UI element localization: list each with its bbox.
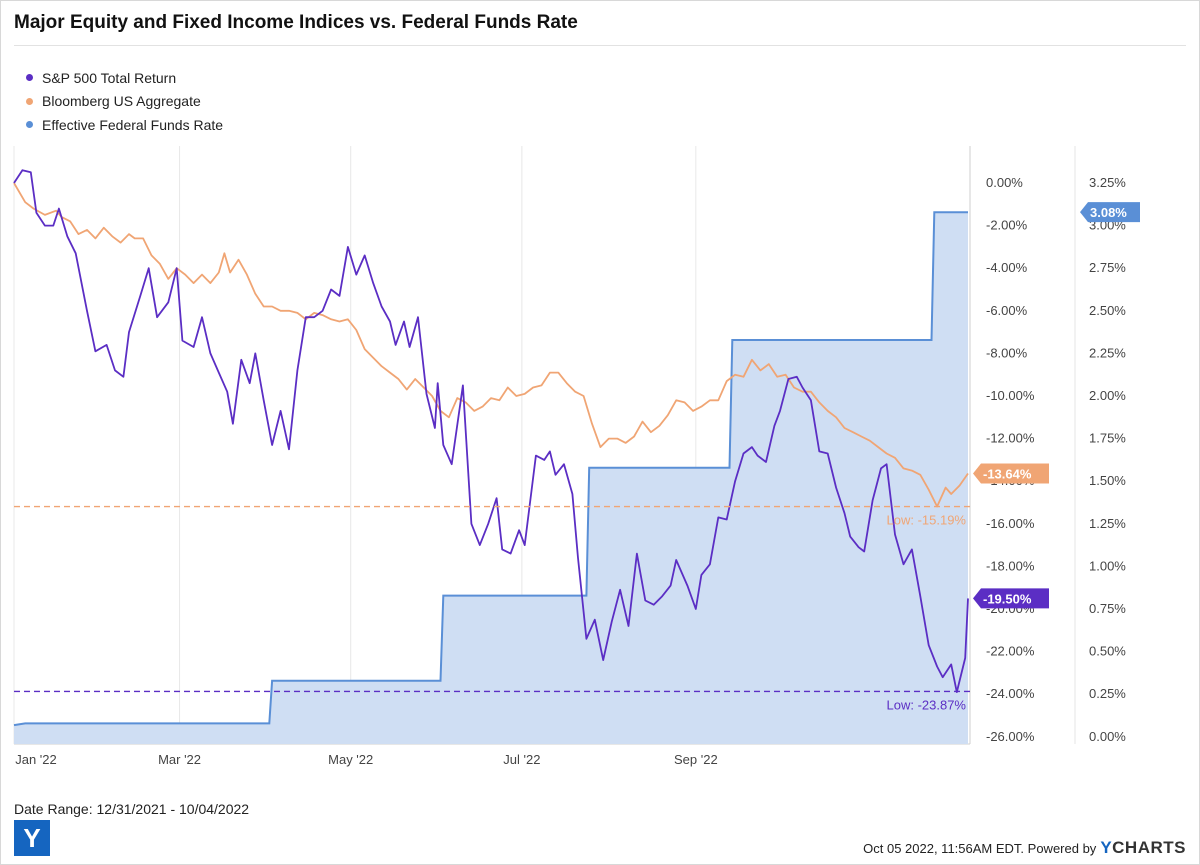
left-tick-label: -10.00% — [986, 388, 1035, 403]
sp500-tag-text: -19.50% — [983, 591, 1032, 606]
series-lines — [13, 169, 969, 727]
left-tick-label: -26.00% — [986, 729, 1035, 744]
fed-funds-tag-text: 3.08% — [1090, 205, 1127, 220]
chart-plot: Low: -15.19% Low: -23.87% 0.00% -2.00% -4.0… — [13, 146, 1140, 767]
legend-item-aggregate[interactable]: Bloomberg US Aggregate — [26, 90, 223, 114]
last-value-tags: -19.50% -13.64% 3.08% — [973, 202, 1140, 609]
footer-powered-by: Powered by — [1027, 841, 1097, 856]
legend-dot-fed-funds-icon — [26, 121, 33, 129]
right-axis: 3.25%3.00%2.75%2.50%2.25%2.00%1.75%1.50%… — [1089, 175, 1126, 744]
date-range: Date Range: 12/31/2021 - 10/04/2022 — [14, 801, 250, 817]
legend: S&P 500 Total Return Bloomberg US Aggreg… — [26, 66, 223, 137]
aggregate-tag-text: -13.64% — [983, 467, 1032, 482]
left-tick-label: -12.00% — [986, 431, 1035, 446]
left-axis: 0.00% -2.00% -4.00% -6.00% -8.00% -10.00% -12.… — [986, 175, 1035, 744]
sp500-tag-shape — [973, 588, 1049, 609]
left-tick-label: -6.00% — [986, 303, 1028, 318]
right-tick-label: 2.00% — [1089, 388, 1126, 403]
right-tick-label: 0.50% — [1089, 644, 1126, 659]
legend-item-sp500[interactable]: S&P 500 Total Return — [26, 66, 223, 90]
left-tick-label: -22.00% — [986, 644, 1035, 659]
chart-title: Major Equity and Fixed Income Indices vs… — [14, 12, 578, 33]
x-tick-label: Jul '22 — [503, 752, 540, 767]
footer-timestamp: Oct 05 2022, 11:56AM EDT. — [863, 841, 1025, 856]
left-tick-label: -16.00% — [986, 516, 1035, 531]
right-tick-label: 0.00% — [1089, 729, 1126, 744]
footer-credit: Oct 05 2022, 11:56AM EDT. Powered by YCH… — [863, 838, 1186, 858]
x-tick-label: Sep '22 — [674, 752, 718, 767]
brand-rest: CHARTS — [1112, 838, 1186, 857]
low-lines: Low: -15.19% Low: -23.87% — [14, 505, 970, 712]
right-tick-label: 0.75% — [1089, 601, 1126, 616]
title-divider — [14, 45, 1186, 46]
legend-label-aggregate: Bloomberg US Aggregate — [42, 93, 201, 110]
fed-funds-line — [13, 211, 968, 727]
legend-dot-aggregate-icon — [26, 97, 33, 105]
fed-funds-area-fill — [14, 212, 968, 744]
right-tick-label: 0.25% — [1089, 686, 1126, 701]
x-tick-label: Mar '22 — [158, 752, 201, 767]
brand-y: Y — [1100, 838, 1113, 857]
legend-dot-sp500-icon — [26, 74, 33, 82]
x-tick-label: Jan '22 — [15, 752, 57, 767]
left-tick-label: -2.00% — [986, 218, 1028, 233]
sp500-line — [13, 169, 969, 693]
right-tick-label: 2.75% — [1089, 260, 1126, 275]
fed-funds-area — [14, 212, 968, 744]
left-tick-label: -4.00% — [986, 260, 1028, 275]
ycharts-logo: Y — [14, 820, 50, 856]
left-tick-label: 0.00% — [986, 175, 1023, 190]
x-axis: Jan '22 Mar '22 May '22 Jul '22 Sep '22 — [15, 752, 717, 767]
legend-item-fed-funds[interactable]: Effective Federal Funds Rate — [26, 113, 223, 137]
left-tick-label: -8.00% — [986, 345, 1028, 360]
fed-funds-tag-shape — [1080, 202, 1140, 223]
right-tick-label: 3.25% — [1089, 175, 1126, 190]
right-tick-label: 2.50% — [1089, 303, 1126, 318]
ycharts-brand[interactable]: YCHARTS — [1100, 838, 1186, 858]
legend-label-fed-funds: Effective Federal Funds Rate — [42, 116, 224, 133]
right-tick-label: 1.75% — [1089, 431, 1126, 446]
sp500-low-label: Low: -23.87% — [887, 697, 967, 712]
aggregate-tag-shape — [973, 463, 1049, 484]
right-tick-label: 2.25% — [1089, 345, 1126, 360]
right-tick-label: 1.50% — [1089, 473, 1126, 488]
x-tick-label: May '22 — [328, 752, 373, 767]
aggregate-low-label: Low: -15.19% — [887, 513, 967, 528]
left-tick-label: -18.00% — [986, 558, 1035, 573]
left-tick-label: -24.00% — [986, 686, 1035, 701]
legend-label-sp500: S&P 500 Total Return — [42, 69, 177, 86]
right-tick-label: 1.00% — [1089, 558, 1126, 573]
right-tick-label: 1.25% — [1089, 516, 1126, 531]
